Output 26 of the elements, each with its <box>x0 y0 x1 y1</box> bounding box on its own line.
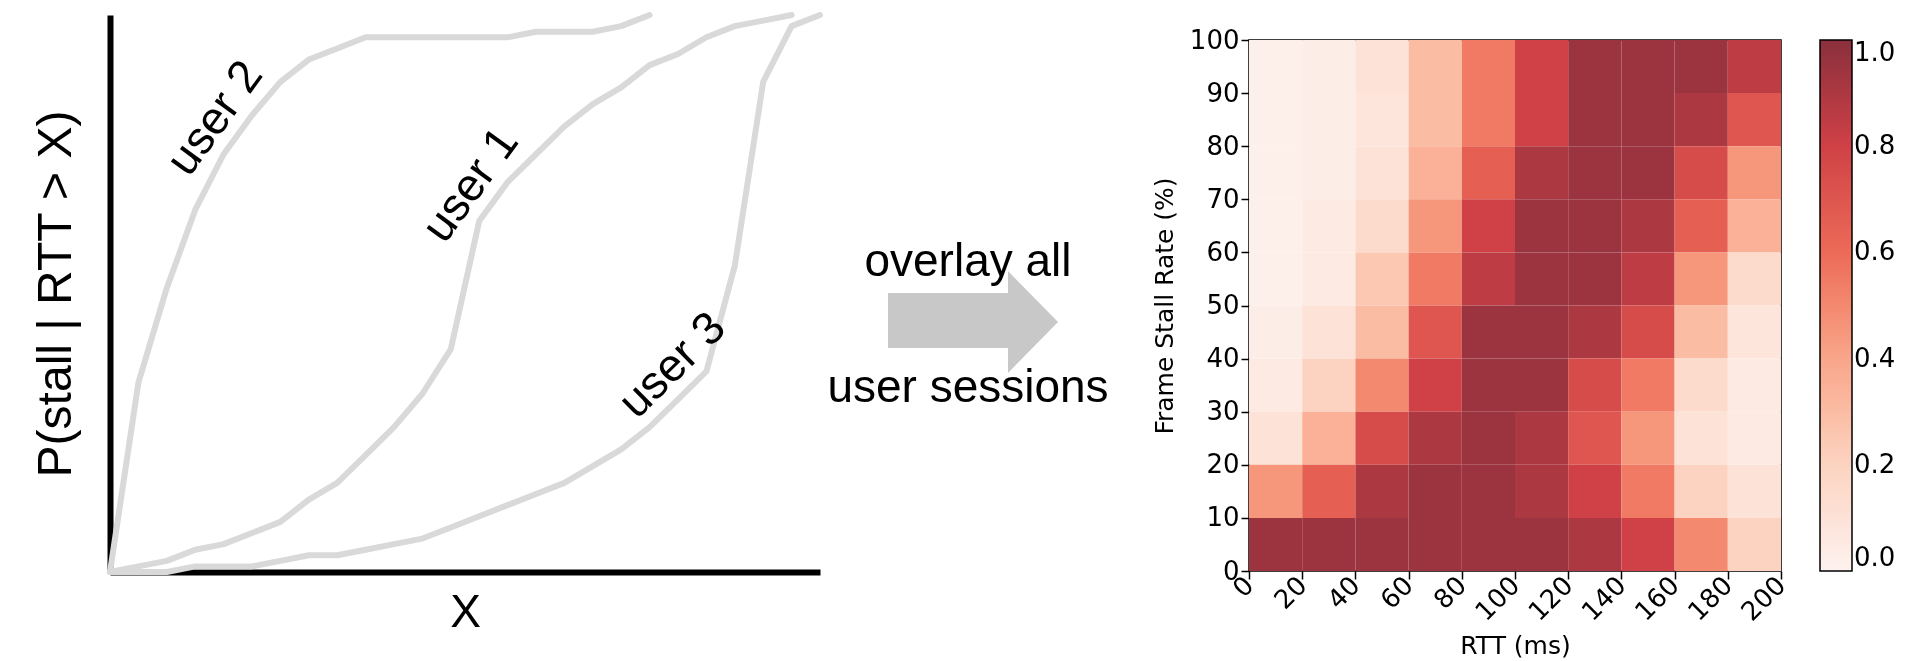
color-bar-label: 1.0 <box>1854 37 1896 67</box>
y-tick-label: 40 <box>1206 343 1240 374</box>
y-tick-label: 10 <box>1206 502 1240 533</box>
y-tick-label: 50 <box>1206 290 1240 320</box>
x-axis-title: X <box>450 584 481 637</box>
x-tick-label: 40 <box>1321 570 1366 615</box>
y-tick-label: 80 <box>1206 130 1240 161</box>
x-tick-label: 60 <box>1374 570 1419 615</box>
color-bar-label: 0.6 <box>1854 236 1896 267</box>
color-bar-label: 0.4 <box>1854 342 1896 373</box>
text: user 3 <box>607 300 736 428</box>
x-axis-title: RTT (ms) <box>1460 630 1571 660</box>
color-bar-label: 0.2 <box>1854 448 1896 479</box>
y-tick-label: 30 <box>1206 396 1240 427</box>
text: user sessions <box>827 359 1109 413</box>
y-tick-label: 60 <box>1206 236 1240 267</box>
x-tick-label: 20 <box>1267 570 1313 615</box>
color-bar-label: 0.8 <box>1854 130 1896 161</box>
y-tick-label: 100 <box>1189 24 1240 55</box>
y-axis-title: Frame Stall Rate (%) <box>1149 177 1179 435</box>
text: overlay all <box>864 233 1072 287</box>
color-bar-label: 0.0 <box>1854 542 1896 572</box>
y-tick-label: 20 <box>1206 449 1240 480</box>
y-tick-label: 70 <box>1206 183 1240 214</box>
y-axis-title: P(stall | RTT > X) <box>27 110 81 478</box>
y-tick-label: 90 <box>1206 77 1240 108</box>
